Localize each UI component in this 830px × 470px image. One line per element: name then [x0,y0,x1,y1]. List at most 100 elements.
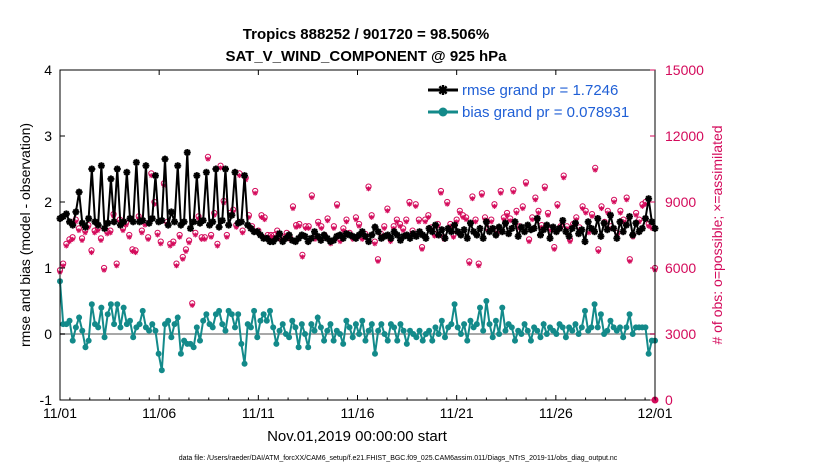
bias-point [499,304,506,311]
bias-point [174,314,181,321]
rmse-point [603,226,611,234]
rmse-point [412,232,420,240]
x-tick-label: 11/26 [539,405,573,421]
bias-point [553,331,560,337]
x-tick-label: 11/01 [43,405,77,421]
bias-point [623,324,630,331]
bias-point [356,331,363,337]
obs-assimilated-point [542,186,548,192]
bias-point [292,324,299,331]
rmse-point [489,224,497,232]
obs-assimilated-point [318,225,324,231]
rmse-point [641,215,649,222]
obs-assimilated-point [331,225,337,231]
bias-point [222,327,229,334]
rmse-point [600,219,608,227]
obs-assimilated-point [491,203,497,209]
bias-point [235,311,242,318]
bias-point [107,301,114,308]
bias-point [82,344,89,351]
bias-point [375,327,382,334]
obs-assimilated-point [290,206,296,212]
bias-point [286,334,293,341]
bias-point [136,321,143,328]
obs-assimilated-point [252,190,258,196]
axis-ticks: 11/01 11/06 11/11 11/16 11/21 11/26 12/01-1012… [40,62,705,421]
bias-point [359,317,366,324]
rmse-point [209,218,217,226]
rmse-point [536,231,544,239]
rmse-point [406,234,414,242]
y2-tick-label: 9000 [665,194,696,210]
rmse-point [616,218,624,226]
obs-assimilated-point [476,263,482,269]
bias-point [279,321,286,328]
obs-assimilated-point [148,173,154,179]
obs-assimilated-point [214,243,220,249]
bias-point [152,327,159,334]
obs-assimilated-point [375,258,381,264]
bias-point [98,304,105,311]
y-tick-label: 3 [44,128,52,144]
rmse-point [330,236,338,244]
legend: rmse grand pr = 1.7246 bias grand pr = 0… [425,76,649,124]
rmse-point [619,228,627,236]
rmse-point [183,149,191,156]
rmse-point [648,218,656,226]
obs-assimilated-point [240,230,246,236]
obs-assimilated-point [139,230,145,236]
bias-point [464,337,471,344]
rmse-point [463,234,471,242]
rmse-point [365,238,373,246]
bias-series [57,278,658,374]
rmse-point [276,230,284,238]
rmse-point [482,218,490,226]
rmse-point [501,219,509,227]
rmse-point [495,223,503,231]
y2-tick-label: 3000 [665,326,696,342]
bias-point [311,327,318,334]
rmse-point [460,226,468,234]
rmse-point [132,158,140,166]
rmse-point [473,231,481,239]
obs-assimilated-point [205,156,211,162]
obs-assimilated-point [403,219,409,225]
rmse-point [94,221,102,229]
rmse-point [151,172,159,180]
bias-point [352,321,359,328]
rmse-point [190,218,198,226]
bias-point [247,324,254,331]
obs-assimilated-point [394,219,400,225]
obs-assimilated-point [536,210,542,216]
obs-assimilated-point [617,210,623,216]
rmse-point [307,234,315,242]
bias-point [384,337,391,344]
bias-point [489,334,496,341]
rmse-point [476,224,484,232]
rmse-point [568,224,576,232]
bias-point [413,334,420,341]
obs-assimilated-point [554,203,560,209]
rmse-point [221,165,229,173]
rmse-point [533,215,541,222]
rmse-point [374,228,382,236]
rmse-point [530,224,538,232]
rmse-point [492,231,500,239]
bias-point [400,327,407,334]
bias-point [349,334,356,341]
bias-point [149,321,156,328]
obs-assimilated-point [451,234,457,240]
obs-assimilated-point [315,221,321,227]
rmse-point [167,208,175,216]
obs-assimilated-point [262,217,268,223]
obs-assimilated-point [299,254,305,260]
bias-point [582,307,588,314]
obs-assimilated-point [79,238,85,243]
bias-point [496,331,503,337]
rmse-point [91,218,99,226]
bias-point [397,321,404,328]
bias-point [314,314,321,321]
rmse-point [498,228,506,236]
obs-assimilated-point [419,246,425,252]
